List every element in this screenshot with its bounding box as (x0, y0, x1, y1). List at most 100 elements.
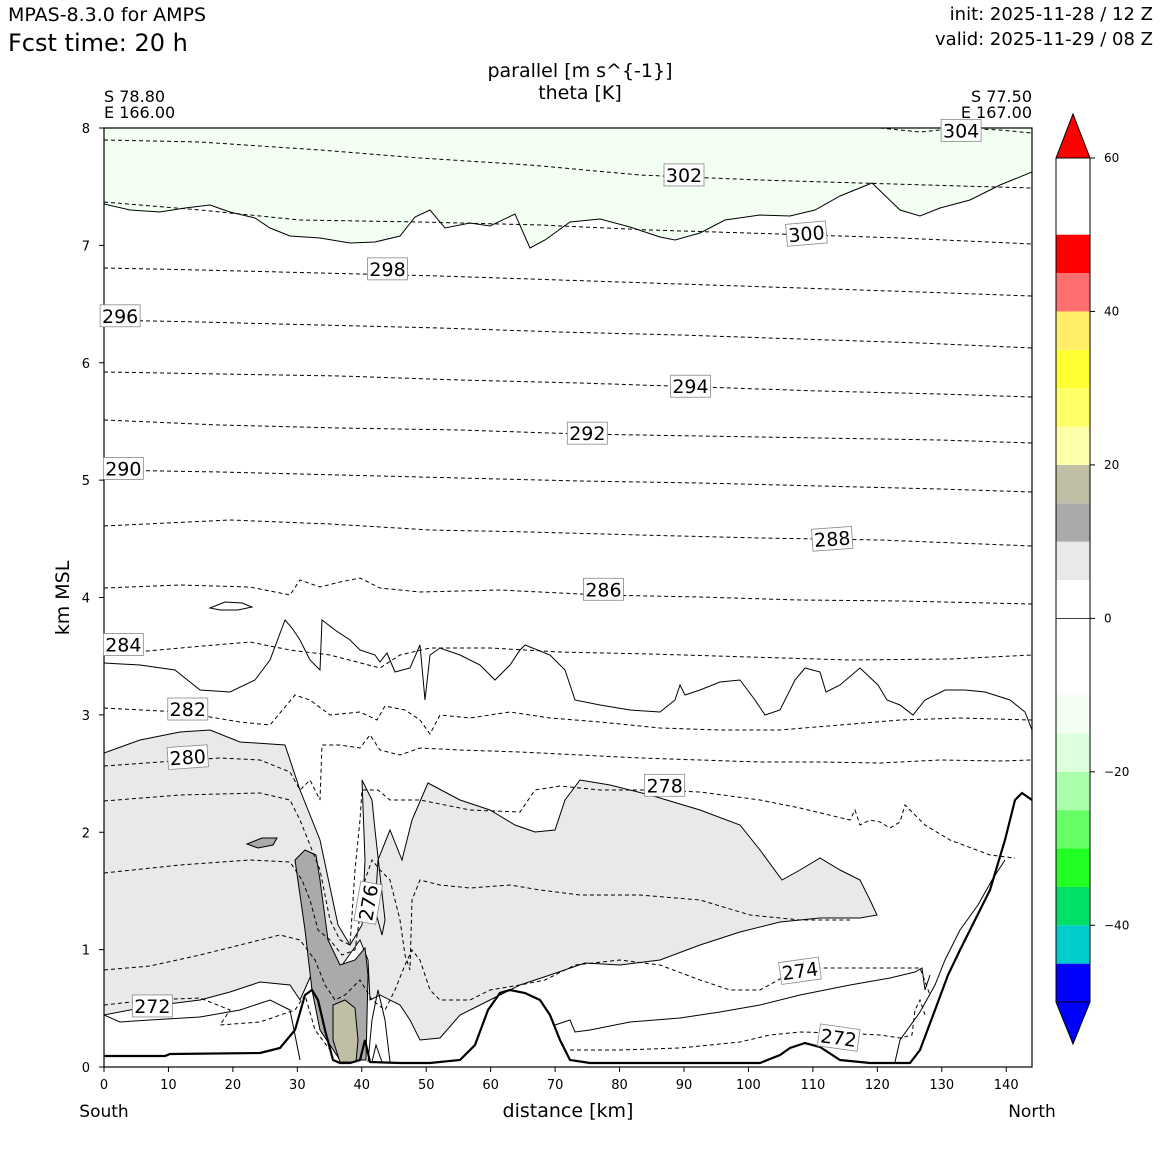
x-tick-label: 130 (929, 1078, 954, 1093)
theta-label-292: 292 (566, 421, 608, 445)
x-tick-label: 60 (482, 1078, 499, 1093)
theta-label-294: 294 (670, 374, 711, 398)
theta-label-272: 272 (131, 994, 173, 1018)
colorbar-segment (1056, 848, 1090, 887)
forecast-time: Fcst time: 20 h (8, 29, 188, 57)
theta-label-text: 298 (369, 259, 405, 281)
theta-label-300: 300 (785, 220, 828, 247)
theta-contour-272a (104, 993, 331, 1051)
plot-area (103, 127, 1033, 1068)
y-tick-label: 1 (82, 944, 90, 959)
theta-contour-294 (104, 371, 1032, 398)
theta-label-text: 288 (813, 528, 851, 552)
theta-label-278: 278 (644, 773, 686, 797)
colorbar-segment (1056, 886, 1090, 926)
theta-label-box (353, 880, 383, 925)
theta-label-text: 300 (788, 222, 826, 247)
colorbar-segment (1056, 733, 1090, 772)
shading-olive-region (332, 999, 359, 1063)
theta-label-284: 284 (102, 633, 144, 656)
chart-title-line2: theta [K] (538, 82, 622, 104)
south-label: South (79, 1102, 128, 1122)
theta-label-304: 304 (940, 118, 982, 142)
theta-label-text: 290 (105, 458, 141, 480)
theta-label-box (811, 526, 854, 552)
contour-solid-right-slope (894, 859, 1006, 1063)
contour-small-loop (208, 601, 254, 611)
start-coordinates: S 78.80 E 166.00 (104, 89, 175, 121)
x-tick-label: 20 (225, 1078, 242, 1093)
colorbar-segment (1056, 810, 1090, 849)
x-axis-label: distance [km] (503, 1100, 634, 1122)
colorbar-segment (1056, 618, 1090, 657)
contour-solid-lower-mid (554, 967, 931, 1033)
theta-label-286: 286 (583, 577, 624, 601)
y-tick-label: 4 (82, 592, 90, 607)
theta-label-290: 290 (102, 456, 144, 480)
y-tick-label: 3 (82, 709, 90, 724)
theta-label-box (131, 994, 173, 1018)
x-tick-label: 0 (100, 1078, 108, 1093)
theta-label-box (166, 744, 209, 770)
theta-label-text: 292 (569, 423, 605, 445)
colorbar-segment (1056, 963, 1090, 1002)
start-lat: S 78.80 (104, 87, 166, 106)
colorbar-segment (1056, 503, 1090, 542)
theta-label-box (102, 456, 144, 480)
contour-solid-lower-left (104, 999, 301, 1061)
x-tick-label: 80 (611, 1078, 628, 1093)
x-tick-label: 100 (736, 1078, 761, 1093)
theta-label-288: 288 (811, 526, 854, 552)
y-tick-label: 0 (82, 1061, 90, 1076)
end-lat: S 77.50 (970, 87, 1032, 106)
theta-label-box (644, 773, 686, 797)
colorbar-segment (1056, 234, 1090, 274)
colorbar-segment (1056, 349, 1090, 389)
contour-solid-ridge-small (367, 989, 391, 1063)
theta-contour-300 (104, 201, 1032, 245)
colorbar-segment (1056, 388, 1090, 427)
theta-label-298: 298 (367, 257, 408, 281)
theta-contour-274 (104, 934, 931, 1011)
x-tick-label: 140 (994, 1078, 1019, 1093)
theta-label-302: 302 (663, 163, 705, 187)
theta-label-text: 272 (819, 1025, 858, 1052)
theta-label-text: 274 (781, 958, 820, 985)
theta-contour-298 (104, 267, 1032, 297)
theta-label-box (663, 163, 705, 187)
y-tick-label: 2 (82, 826, 90, 841)
theta-label-280: 280 (166, 744, 209, 770)
y-tick-label: 6 (82, 357, 90, 372)
theta-label-296: 296 (99, 304, 141, 328)
colorbar-segment (1056, 580, 1090, 619)
colorbar-tick-label: 0 (1104, 611, 1112, 625)
contour-solid-mid-level (104, 619, 1032, 731)
theta-label-text: 280 (169, 746, 207, 770)
theta-label-text: 272 (134, 996, 170, 1018)
contour-labels: 302 304 300 298 296 294 292 290 288 286 284 282 280 2… (99, 118, 982, 1052)
theta-label-text: 286 (585, 579, 621, 601)
colorbar-segment (1056, 464, 1090, 504)
colorbar-segment (1056, 695, 1090, 734)
theta-label-text: 302 (666, 165, 702, 187)
theta-label-box (583, 577, 624, 601)
y-axis: 0 1 2 3 4 5 6 7 8 (82, 122, 104, 1076)
theta-label-box (102, 633, 144, 656)
theta-label-text: 282 (170, 699, 206, 721)
x-axis: 0 10 20 30 40 50 60 70 80 90 100 110 120 130 140 (100, 1067, 1019, 1093)
theta-contour-290 (104, 469, 1032, 493)
theta-label-box (167, 697, 209, 721)
shading-small-gray-blob (245, 837, 278, 849)
north-label: North (1008, 1102, 1056, 1122)
colorbar-tick-label: −20 (1104, 765, 1129, 779)
theta-label-box (940, 118, 982, 142)
x-tick-label: 110 (800, 1078, 825, 1093)
x-tick-label: 50 (418, 1078, 435, 1093)
theta-label-text: 278 (647, 775, 683, 797)
colorbar-segment (1056, 311, 1090, 350)
chart-title: parallel [m s^{-1}] theta [K] (470, 60, 690, 104)
colorbar-over-triangle (1055, 112, 1091, 159)
model-title: MPAS-8.3.0 for AMPS (8, 4, 207, 26)
y-axis-label: km MSL (52, 560, 74, 635)
